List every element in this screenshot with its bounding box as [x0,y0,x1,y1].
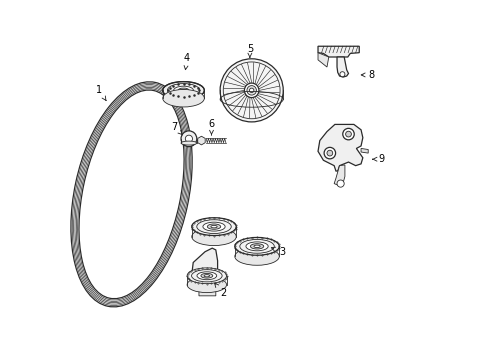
Ellipse shape [197,272,216,280]
Polygon shape [333,165,344,185]
Text: 3: 3 [271,247,285,257]
Circle shape [339,72,344,77]
Ellipse shape [203,275,209,277]
Polygon shape [199,285,215,296]
Polygon shape [317,125,362,171]
Ellipse shape [173,86,193,94]
Polygon shape [360,148,367,153]
Ellipse shape [203,222,224,231]
Circle shape [324,147,335,159]
Ellipse shape [191,218,236,235]
Ellipse shape [234,247,279,265]
Ellipse shape [163,90,204,107]
Ellipse shape [191,228,236,246]
Ellipse shape [210,225,217,228]
Ellipse shape [163,82,204,99]
Circle shape [336,180,344,187]
Ellipse shape [187,277,226,293]
Circle shape [185,135,192,142]
Ellipse shape [181,141,196,145]
Ellipse shape [79,90,183,299]
Ellipse shape [178,88,188,93]
Polygon shape [317,46,359,57]
Circle shape [246,86,256,95]
Ellipse shape [250,244,263,249]
Ellipse shape [201,273,212,278]
Ellipse shape [71,82,192,307]
Text: 1: 1 [96,85,106,100]
Text: 4: 4 [183,53,190,69]
Ellipse shape [253,245,260,248]
Circle shape [181,131,196,147]
Polygon shape [317,53,328,67]
Ellipse shape [187,268,226,284]
Circle shape [220,59,283,122]
Ellipse shape [245,242,267,251]
Circle shape [326,150,332,156]
Ellipse shape [234,238,279,255]
Circle shape [342,129,353,140]
Ellipse shape [181,89,185,91]
Circle shape [345,131,351,137]
Text: 6: 6 [208,120,214,135]
Polygon shape [191,248,217,284]
Text: 5: 5 [246,44,252,57]
Ellipse shape [207,224,220,229]
Polygon shape [336,57,348,77]
Text: 2: 2 [214,283,225,298]
Circle shape [249,88,253,93]
Text: 9: 9 [372,154,384,164]
Circle shape [244,83,259,98]
Text: 7: 7 [171,122,182,135]
Text: 8: 8 [361,70,374,80]
